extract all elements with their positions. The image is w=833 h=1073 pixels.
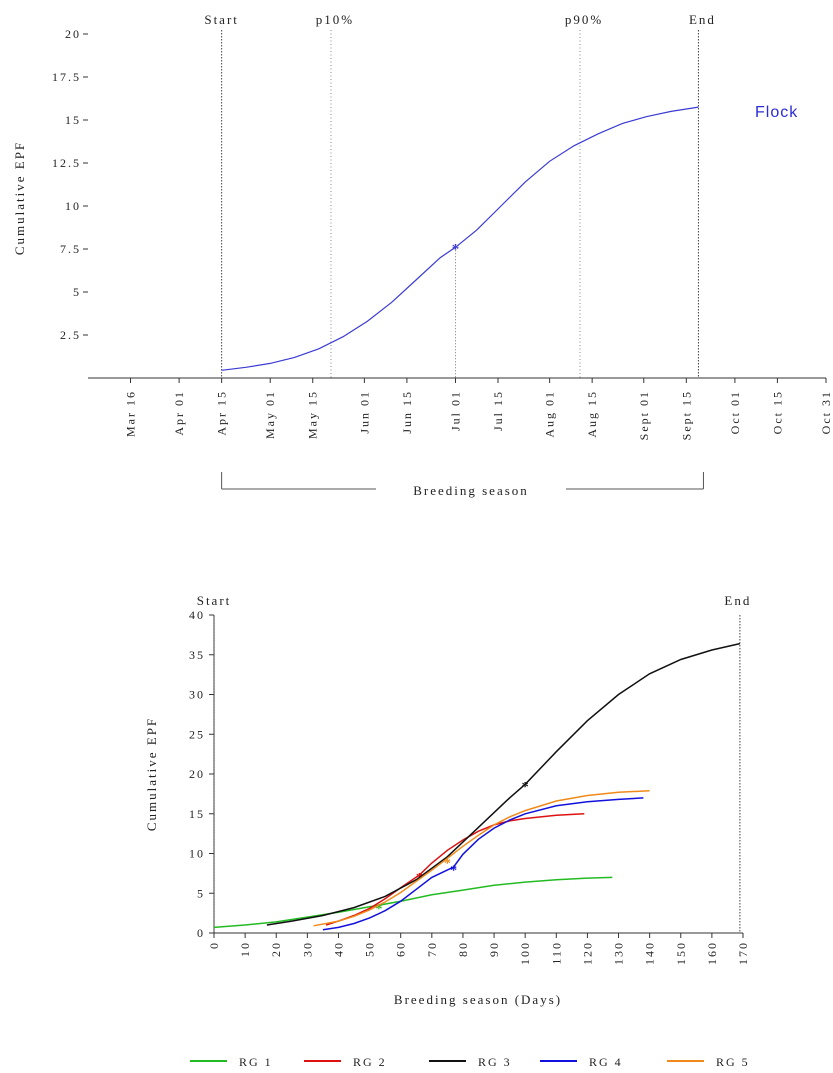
chart1-x-tick-label: Sept 15 <box>679 390 693 440</box>
legend-label-rg5: RG 5 <box>716 1055 750 1069</box>
chart1-y-tick-label: 15 <box>65 113 81 127</box>
chart1-x-axis-title: Breeding season <box>413 483 529 498</box>
chart1-y-tick-label: 10 <box>65 199 81 213</box>
chart2-x-tick-label: 120 <box>580 941 594 965</box>
flock-series-label: Flock <box>755 104 798 121</box>
chart1-y-tick-label: 12.5 <box>52 156 81 170</box>
chart1-x-tick-label: May 15 <box>306 390 320 439</box>
chart2-y-tick-label: 5 <box>197 886 205 900</box>
chart2-y-axis-title: Cumulative EPF <box>144 717 159 831</box>
chart1-marker-label: p90% <box>565 12 603 27</box>
chart2-x-tick-label: 110 <box>549 941 563 965</box>
chart1-y-tick-label: 20 <box>65 27 81 41</box>
rg3-curve <box>266 642 741 926</box>
chart2-x-tick-label: 10 <box>238 941 252 957</box>
rg5-curve <box>313 789 650 927</box>
chart1-x-tick-label: Apr 01 <box>172 390 186 436</box>
chart1-y-tick-label: 7.5 <box>60 242 81 256</box>
legend-label-rg3: RG 3 <box>478 1055 512 1069</box>
chart2-x-tick-label: 130 <box>612 941 626 965</box>
chart2-x-tick-label: 160 <box>705 941 719 965</box>
chart1-marker-label: p10% <box>316 12 354 27</box>
flock-chart: Cumulative EPF Breeding season Flock Mar… <box>12 12 833 498</box>
chart1-y-tick-label: 2.5 <box>60 328 81 342</box>
rg5-midpoint-marker: * <box>444 856 451 871</box>
chart1-x-tick-label: Mar 16 <box>124 390 138 437</box>
chart2-x-tick-label: 40 <box>331 941 345 957</box>
chart2-marker-label: End <box>724 593 751 608</box>
chart2-y-tick-label: 0 <box>197 926 205 940</box>
legend-label-rg2: RG 2 <box>353 1055 387 1069</box>
chart1-x-tick-label: Aug 01 <box>543 390 557 438</box>
chart1-x-tick-label: Jun 01 <box>357 390 371 434</box>
flock-midpoint-marker: * <box>452 241 460 257</box>
chart1-marker-label: Start <box>204 12 239 27</box>
chart2-y-tick-label: 30 <box>189 688 205 702</box>
chart2-x-tick-label: 20 <box>269 941 283 957</box>
chart1-x-tick-label: May 01 <box>263 390 277 439</box>
chart1-x-tick-label: Apr 15 <box>215 390 229 436</box>
chart2-x-tick-label: 150 <box>674 941 688 965</box>
flock-curve <box>221 106 699 371</box>
rg-chart: Cumulative EPF Breeding season (Days) 0 1… <box>144 593 751 1007</box>
chart2-x-axis-title: Breeding season (Days) <box>394 992 562 1007</box>
chart2-y-tick-label: 10 <box>189 847 205 861</box>
chart2-x-tick-label: 140 <box>643 941 657 965</box>
chart2-x-tick-label: 50 <box>363 941 377 957</box>
chart1-x-tick-label: Oct 01 <box>728 390 742 434</box>
rg1-curve <box>213 876 613 929</box>
chart2-y-tick-label: 20 <box>189 767 205 781</box>
chart1-x-tick-label: Jun 15 <box>400 390 414 434</box>
chart1-x-tick-label: Oct 31 <box>819 390 833 434</box>
rg2-curve <box>325 813 585 926</box>
chart2-y-tick-label: 40 <box>189 608 205 622</box>
chart2-y-tick-label: 35 <box>189 648 205 662</box>
chart2-x-tick-label: 90 <box>487 941 501 957</box>
chart2-y-tick-label: 15 <box>189 807 205 821</box>
chart2-y-tick-label: 25 <box>189 727 205 741</box>
chart2-x-tick-label: 70 <box>425 941 439 957</box>
chart1-x-tick-label: Jul 01 <box>448 390 462 431</box>
chart2-legend: RG 1 RG 2 RG 3 RG 4 RG 5 <box>190 1055 750 1069</box>
rg3-midpoint-marker: * <box>522 780 529 795</box>
chart2-x-tick-label: 100 <box>518 941 532 965</box>
rg4-curve <box>322 797 644 931</box>
chart1-x-tick-label: Sept 01 <box>637 390 651 440</box>
rg4-midpoint-marker: * <box>450 864 457 879</box>
legend-label-rg4: RG 4 <box>589 1055 623 1069</box>
rg1-midpoint-marker: * <box>375 902 382 917</box>
legend-label-rg1: RG 1 <box>239 1055 273 1069</box>
chart2-x-tick-label: 30 <box>300 941 314 957</box>
chart2-x-tick-label: 80 <box>456 941 470 957</box>
chart1-x-tick-label: Oct 15 <box>770 390 784 434</box>
chart1-y-tick-label: 5 <box>73 285 81 299</box>
chart2-x-tick-label: 60 <box>394 941 408 957</box>
chart2-marker-label: Start <box>197 593 232 608</box>
chart1-x-tick-label: Aug 15 <box>585 390 599 438</box>
chart2-x-tick-label: 0 <box>207 941 221 949</box>
chart1-y-tick-label: 17.5 <box>52 70 81 84</box>
chart1-y-axis-title: Cumulative EPF <box>12 141 27 255</box>
chart2-x-tick-label: 170 <box>736 941 750 965</box>
chart1-x-tick-label: Jul 15 <box>491 390 505 431</box>
chart1-marker-label: End <box>689 12 716 27</box>
